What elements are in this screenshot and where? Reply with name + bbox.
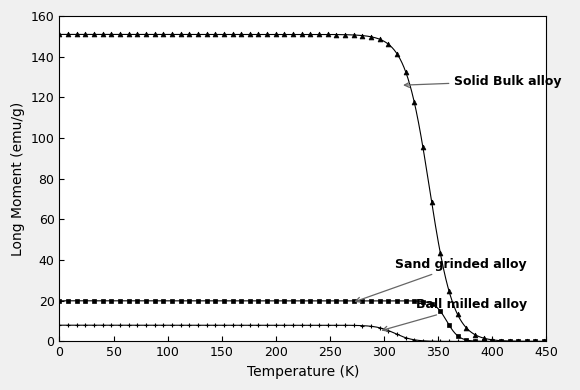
Y-axis label: Long Moment (emu/g): Long Moment (emu/g)	[11, 102, 25, 256]
Text: Ball milled alloy: Ball milled alloy	[383, 298, 528, 331]
Text: Solid Bulk alloy: Solid Bulk alloy	[404, 74, 562, 88]
Text: Sand grinded alloy: Sand grinded alloy	[356, 258, 527, 302]
X-axis label: Temperature (K): Temperature (K)	[246, 365, 359, 379]
